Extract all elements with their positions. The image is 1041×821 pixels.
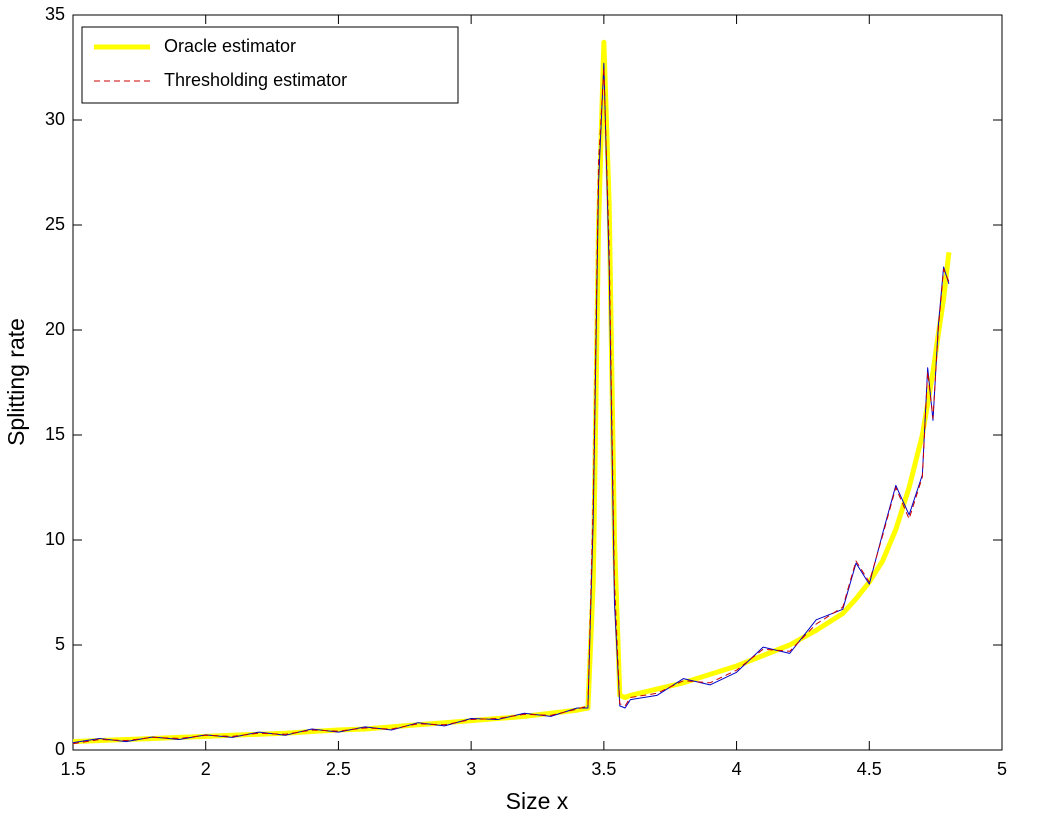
y-tick-label: 20	[45, 319, 65, 339]
y-tick-label: 0	[55, 739, 65, 759]
line-series	[72, 67, 950, 745]
x-tick-label: 1.5	[60, 759, 85, 779]
y-tick-label: 30	[45, 109, 65, 129]
plot-area	[72, 14, 1003, 751]
legend-box	[81, 26, 459, 104]
y-tick-label: 25	[45, 214, 65, 234]
x-tick-label: 3	[466, 759, 476, 779]
y-tick-label: 15	[45, 424, 65, 444]
y-tick-label: 35	[45, 4, 65, 24]
line-series	[72, 39, 952, 745]
legend-label: Thresholding estimator	[164, 70, 347, 90]
x-tick-label: 3.5	[591, 759, 616, 779]
x-tick-label: 5	[997, 759, 1007, 779]
x-tick-label: 2	[201, 759, 211, 779]
y-tick-label: 10	[45, 529, 65, 549]
x-tick-label: 4	[732, 759, 742, 779]
legend-label: Oracle estimator	[164, 36, 296, 56]
y-tick-label: 5	[55, 634, 65, 654]
x-tick-label: 2.5	[326, 759, 351, 779]
x-axis-title: Size x	[506, 788, 569, 814]
x-tick-label: 4.5	[857, 759, 882, 779]
y-axis-title: Splitting rate	[3, 318, 29, 446]
